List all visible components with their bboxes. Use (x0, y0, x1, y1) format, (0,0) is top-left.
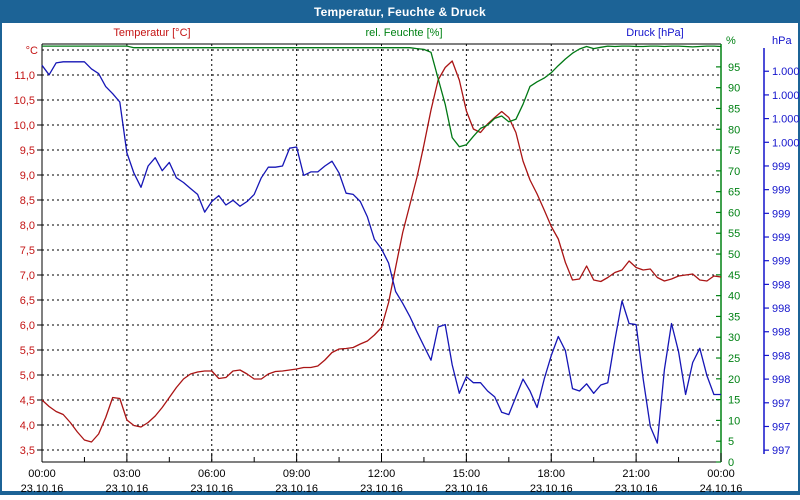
svg-text:25: 25 (728, 353, 740, 365)
svg-text:1.000: 1.000 (772, 90, 800, 102)
svg-text:15:00: 15:00 (453, 468, 481, 480)
temperature-axis-unit: °C (25, 45, 38, 57)
svg-text:1.000: 1.000 (772, 137, 800, 149)
svg-text:10,5: 10,5 (14, 95, 35, 107)
window-title: Temperatur, Feuchte & Druck (314, 5, 486, 19)
svg-text:8,5: 8,5 (20, 195, 35, 207)
svg-text:40: 40 (728, 291, 740, 303)
humidity-series-label: rel. Feuchte [%] (365, 27, 443, 39)
svg-text:23.10.16: 23.10.16 (21, 483, 64, 495)
svg-text:999: 999 (772, 185, 790, 197)
svg-text:6,0: 6,0 (20, 320, 35, 332)
svg-text:15: 15 (728, 395, 740, 407)
svg-text:998: 998 (772, 327, 790, 339)
svg-text:7,0: 7,0 (20, 270, 35, 282)
svg-text:998: 998 (772, 374, 790, 386)
svg-text:75: 75 (728, 145, 740, 157)
svg-text:45: 45 (728, 270, 740, 282)
svg-text:5: 5 (728, 436, 734, 448)
svg-text:3,5: 3,5 (20, 445, 35, 457)
svg-text:4,0: 4,0 (20, 420, 35, 432)
svg-text:10,0: 10,0 (14, 120, 35, 132)
svg-text:23.10.16: 23.10.16 (190, 483, 233, 495)
svg-text:06:00: 06:00 (198, 468, 226, 480)
svg-text:03:00: 03:00 (113, 468, 141, 480)
series-humidity-line (42, 45, 722, 148)
svg-text:998: 998 (772, 350, 790, 362)
svg-text:997: 997 (772, 398, 790, 410)
svg-text:00:00: 00:00 (707, 468, 735, 480)
series-temperature-line (41, 60, 722, 443)
svg-text:998: 998 (772, 279, 790, 291)
humidity-axis-unit: % (726, 35, 736, 47)
svg-text:6,5: 6,5 (20, 295, 35, 307)
svg-text:12:00: 12:00 (368, 468, 396, 480)
svg-text:80: 80 (728, 124, 740, 136)
pressure-axis-unit: hPa (772, 35, 792, 47)
svg-text:23.10.16: 23.10.16 (275, 483, 318, 495)
svg-text:1.000: 1.000 (772, 66, 800, 78)
svg-text:00:00: 00:00 (28, 468, 56, 480)
svg-text:23.10.16: 23.10.16 (615, 483, 658, 495)
svg-text:10: 10 (728, 415, 740, 427)
svg-text:9,0: 9,0 (20, 170, 35, 182)
svg-text:21:00: 21:00 (622, 468, 650, 480)
svg-text:5,0: 5,0 (20, 370, 35, 382)
svg-text:999: 999 (772, 208, 790, 220)
pressure-series-label: Druck [hPa] (626, 27, 684, 39)
svg-text:85: 85 (728, 103, 740, 115)
svg-text:5,5: 5,5 (20, 345, 35, 357)
svg-text:23.10.16: 23.10.16 (360, 483, 403, 495)
temperature-series-label: Temperatur [°C] (113, 27, 191, 39)
svg-text:65: 65 (728, 187, 740, 199)
svg-text:999: 999 (772, 232, 790, 244)
svg-text:23.10.16: 23.10.16 (105, 483, 148, 495)
svg-text:11,0: 11,0 (14, 70, 35, 82)
svg-text:999: 999 (772, 256, 790, 268)
svg-text:95: 95 (728, 62, 740, 74)
svg-text:35: 35 (728, 311, 740, 323)
series-pressure-line (41, 61, 721, 444)
svg-text:90: 90 (728, 83, 740, 95)
svg-text:55: 55 (728, 228, 740, 240)
svg-text:1.000: 1.000 (772, 114, 800, 126)
svg-text:8,0: 8,0 (20, 220, 35, 232)
window-titlebar[interactable]: Temperatur, Feuchte & Druck (2, 2, 798, 23)
svg-text:23.10.16: 23.10.16 (445, 483, 488, 495)
svg-text:50: 50 (728, 249, 740, 261)
svg-text:09:00: 09:00 (283, 468, 311, 480)
svg-text:998: 998 (772, 303, 790, 315)
svg-text:70: 70 (728, 166, 740, 178)
svg-text:20: 20 (728, 374, 740, 386)
svg-text:30: 30 (728, 332, 740, 344)
svg-text:23.10.16: 23.10.16 (530, 483, 573, 495)
svg-text:9,5: 9,5 (20, 145, 35, 157)
svg-text:999: 999 (772, 161, 790, 173)
svg-text:7,5: 7,5 (20, 245, 35, 257)
svg-text:0: 0 (728, 457, 734, 469)
svg-text:24.10.16: 24.10.16 (700, 483, 743, 495)
svg-text:4,5: 4,5 (20, 395, 35, 407)
svg-text:997: 997 (772, 445, 790, 457)
svg-text:997: 997 (772, 421, 790, 433)
svg-text:18:00: 18:00 (537, 468, 565, 480)
svg-text:60: 60 (728, 207, 740, 219)
